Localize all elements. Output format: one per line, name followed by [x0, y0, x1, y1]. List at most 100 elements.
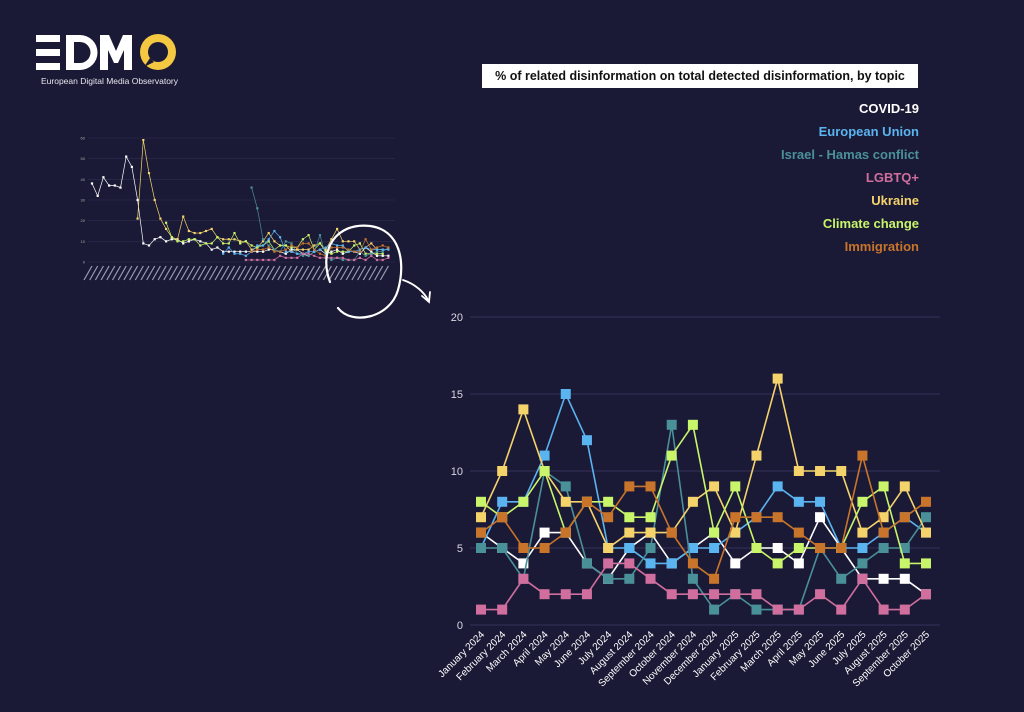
thumb-data-point	[273, 229, 276, 233]
thumb-x-tick-label	[271, 265, 281, 281]
thumb-x-tick-label	[317, 265, 327, 281]
data-point	[920, 589, 931, 600]
thumb-data-point	[250, 186, 253, 189]
thumb-data-point	[227, 242, 230, 245]
thumb-x-tick-label	[123, 265, 133, 281]
thumb-data-point	[113, 184, 116, 187]
thumb-data-point	[261, 248, 265, 251]
thumb-data-point	[222, 242, 225, 245]
thumb-data-point	[216, 246, 219, 249]
thumb-data-point	[330, 238, 333, 241]
thumb-data-point	[370, 252, 373, 255]
thumb-x-tick-label	[374, 265, 384, 281]
thumb-data-point	[239, 252, 242, 255]
data-point	[730, 512, 741, 523]
legend-item-israel-hamas: Israel - Hamas conflict	[781, 147, 919, 162]
series-israel-hamas-conflict	[476, 419, 931, 615]
thumb-y-tick-label: 30	[81, 198, 86, 203]
thumb-x-tick-label	[134, 265, 144, 281]
thumb-data-point	[261, 240, 265, 243]
legend-item-ukraine: Ukraine	[871, 193, 919, 208]
thumb-x-tick-label	[100, 265, 110, 281]
data-point	[836, 543, 847, 553]
thumb-data-point	[375, 246, 379, 249]
thumb-x-tick-label	[180, 265, 190, 281]
thumb-data-point	[381, 248, 384, 251]
legend-item-climate: Climate change	[822, 216, 919, 231]
data-point	[518, 558, 529, 569]
legend-item-covid: COVID-19	[859, 101, 919, 116]
data-point	[560, 389, 571, 399]
thumb-x-tick-label	[151, 265, 161, 281]
thumb-data-point	[375, 254, 379, 257]
data-point	[751, 543, 762, 553]
thumb-data-point	[318, 256, 322, 259]
thumb-data-point	[256, 248, 259, 251]
thumb-data-point	[330, 250, 333, 253]
data-point	[878, 543, 889, 553]
data-point	[666, 558, 677, 569]
data-point	[709, 481, 720, 492]
y-tick-label: 20	[451, 312, 463, 324]
thumb-data-point	[136, 198, 139, 202]
thumb-x-tick-label	[168, 265, 179, 281]
data-point	[560, 496, 571, 507]
thumb-data-point	[108, 184, 111, 187]
data-point	[836, 466, 847, 476]
data-point	[899, 604, 910, 615]
thumb-data-point	[210, 242, 213, 245]
data-point	[920, 527, 931, 538]
data-point	[751, 604, 762, 615]
data-point	[751, 589, 762, 600]
thumb-data-point	[233, 250, 236, 253]
thumb-x-tick-label	[311, 265, 321, 281]
thumb-data-point	[222, 250, 225, 253]
data-point	[772, 558, 783, 569]
logo-subtitle: European Digital Media Observatory	[41, 76, 179, 86]
data-point	[666, 527, 677, 538]
thumb-data-point	[147, 172, 151, 175]
thumb-x-tick-label	[254, 265, 264, 281]
thumb-data-point	[307, 242, 310, 245]
thumb-data-point	[267, 244, 270, 247]
thumb-data-point	[222, 238, 225, 241]
thumb-data-point	[324, 252, 327, 255]
data-point	[687, 558, 698, 569]
data-point	[751, 450, 762, 461]
thumb-data-point	[261, 244, 265, 247]
thumb-data-point	[307, 234, 310, 237]
data-point	[878, 481, 889, 492]
data-point	[836, 573, 847, 584]
thumb-data-point	[301, 252, 304, 255]
data-point	[687, 573, 698, 584]
data-point	[857, 496, 868, 507]
thumb-data-point	[216, 236, 219, 239]
thumb-data-point	[273, 248, 276, 251]
arrow-head-icon	[421, 291, 431, 304]
thumb-data-point	[296, 246, 299, 249]
thumb-y-tick-label: 10	[81, 239, 86, 244]
thumb-data-point	[227, 250, 230, 253]
data-point	[709, 604, 720, 615]
thumb-data-point	[301, 254, 304, 257]
data-point	[603, 573, 614, 584]
data-point	[687, 419, 698, 430]
thumb-data-point	[165, 221, 168, 224]
data-point	[539, 450, 550, 461]
thumb-x-tick-label	[339, 265, 350, 281]
thumb-data-point	[256, 246, 259, 249]
data-point	[476, 512, 486, 523]
thumb-x-tick-label	[368, 265, 378, 281]
thumb-data-point	[358, 250, 361, 253]
data-point	[645, 512, 656, 523]
thumb-data-point	[170, 236, 173, 239]
legend-item-eu: European Union	[818, 124, 919, 139]
thumb-data-point	[130, 165, 133, 169]
data-point	[793, 496, 804, 507]
thumb-x-tick-label	[334, 265, 344, 281]
thumb-data-point	[290, 242, 293, 245]
thumb-data-point	[267, 240, 270, 243]
thumb-x-tick-label	[203, 265, 213, 281]
data-point	[730, 527, 741, 538]
